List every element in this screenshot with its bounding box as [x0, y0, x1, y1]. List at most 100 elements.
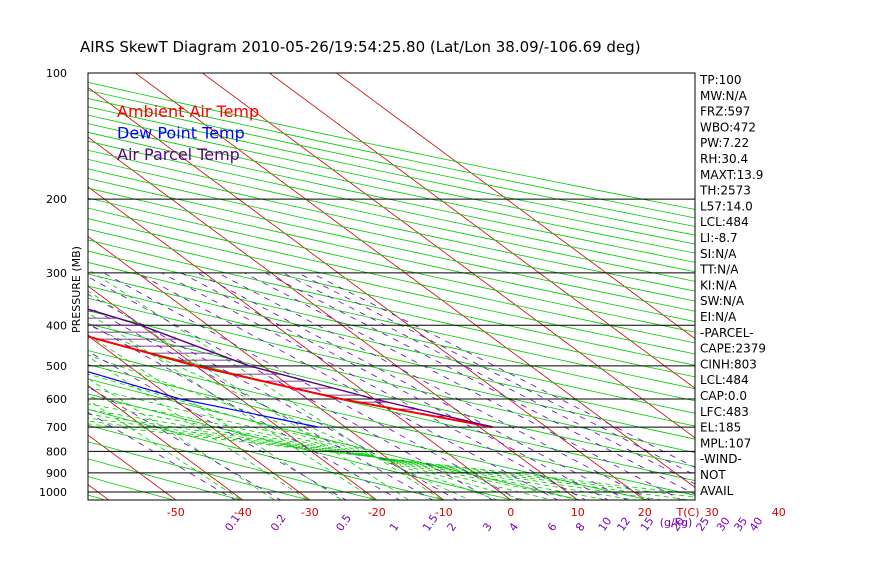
stat-item: RH:30.4: [700, 152, 748, 166]
stat-item: CINH:803: [700, 357, 757, 371]
stat-item: TH:2573: [699, 184, 751, 198]
bottom-unit-label: T(C): [676, 506, 700, 519]
dry-adiabat-line: [88, 149, 695, 282]
mixing-ratio-line: [311, 272, 695, 468]
stat-item: TP:100: [699, 73, 742, 87]
moist-adiabat-line: [88, 312, 376, 500]
isotherm-line: [201, 73, 695, 439]
y-axis-label: PRESSURE (MB): [70, 246, 83, 333]
stat-item: AVAIL: [700, 484, 734, 498]
dry-adiabat-line: [88, 197, 695, 333]
plot-frame: [87, 72, 696, 501]
mixing-ratio-line: [217, 272, 652, 500]
mixing-ratio-unit: (g/kg): [660, 516, 693, 529]
mixing-ratio-line: [161, 272, 587, 500]
isotherm-line: [88, 335, 311, 500]
isotherm-line: [88, 384, 244, 500]
stat-item: MW:N/A: [700, 89, 748, 103]
isotherm-line: [88, 285, 378, 500]
isotherm-line: [88, 186, 512, 500]
dry-adiabat-line: [88, 114, 695, 245]
bottom-tick-label: -40: [234, 506, 252, 519]
dry-adiabat-line: [88, 177, 695, 312]
dry-adiabat-line: [88, 285, 695, 427]
dry-adiabat-line: [88, 131, 695, 263]
legend-item: Air Parcel Temp: [117, 145, 240, 164]
dry-adiabat-line: [88, 476, 175, 500]
dry-adiabat-line: [88, 424, 379, 500]
isotherm-line: [268, 73, 695, 389]
mixing-ratio-label: 40: [747, 515, 766, 534]
dry-adiabat-line: [88, 297, 695, 440]
mixing-ratio-line: [282, 272, 695, 485]
pressure-tick-label: 200: [46, 193, 67, 206]
dry-adiabat-line: [88, 187, 695, 323]
pressure-tick-label: 700: [46, 421, 67, 434]
pressure-tick-label: 800: [46, 445, 67, 458]
ambient-temp-line: [88, 335, 493, 429]
stat-item: EI:N/A: [700, 310, 737, 324]
pressure-tick-label: 600: [46, 393, 67, 406]
dry-adiabat-line: [88, 123, 695, 254]
moist-adiabat-line: [88, 403, 610, 500]
stat-item: LI:-8.7: [700, 231, 738, 245]
bottom-tick-label: -50: [167, 506, 185, 519]
moist-adiabat-line: [88, 324, 471, 500]
bottom-tick-label: 20: [638, 506, 652, 519]
stat-item: NOT: [700, 468, 726, 482]
bottom-tick-label: 10: [571, 506, 585, 519]
stat-item: SW:N/A: [700, 294, 745, 308]
stat-item: TT:N/A: [699, 263, 739, 277]
pressure-tick-label: 300: [46, 267, 67, 280]
moist-adiabat-line: [88, 396, 582, 500]
moist-adiabat-line: [88, 386, 554, 500]
pressure-tick-label: 500: [46, 360, 67, 373]
moist-adiabat-line: [88, 356, 309, 500]
mixing-ratio-label: 1: [387, 521, 402, 534]
mixing-ratio-line: [88, 322, 401, 500]
bottom-tick-label: -20: [368, 506, 386, 519]
isotherm-line: [335, 73, 695, 340]
mixing-ratio-label: 10: [596, 515, 615, 534]
mixing-ratio-label: 3: [480, 521, 495, 534]
moist-adiabat-line: [88, 354, 499, 500]
chart-title: AIRS SkewT Diagram 2010-05-26/19:54:25.8…: [80, 38, 641, 56]
isotherm-line: [88, 87, 646, 500]
pressure-tick-label: 900: [46, 467, 67, 480]
stat-item: L57:14.0: [700, 199, 753, 213]
mixing-ratio-label: 8: [573, 521, 588, 534]
bottom-tick-label: 0: [507, 506, 514, 519]
mixing-ratio-line: [137, 272, 559, 500]
moist-adiabat-line: [88, 420, 695, 498]
moist-adiabat-line: [88, 413, 665, 500]
stat-item: -PARCEL-: [700, 326, 754, 340]
pressure-tick-label: 100: [46, 67, 67, 80]
mixing-ratio-line: [244, 272, 683, 500]
moist-adiabat-line: [88, 268, 443, 500]
bottom-tick-label: 40: [772, 506, 786, 519]
stat-item: SI:N/A: [700, 247, 737, 261]
dry-adiabat-line: [88, 441, 311, 500]
series-layer: [88, 308, 493, 429]
dry-adiabat-line: [88, 310, 695, 454]
moist-adiabat-line: [88, 290, 410, 500]
dry-adiabat-line: [88, 140, 695, 273]
stat-item: WBO:472: [700, 120, 756, 134]
dry-adiabat-line: [88, 408, 447, 500]
stat-item: KI:N/A: [700, 278, 737, 292]
mixing-ratio-label: 12: [614, 515, 633, 534]
bottom-tick-label: 30: [705, 506, 719, 519]
legend-item: Dew Point Temp: [117, 124, 245, 143]
dry-adiabat-line: [88, 218, 695, 355]
dry-adiabat-line: [88, 158, 695, 292]
moist-adiabat-line: [88, 399, 242, 500]
mixing-ratio-label: 0.5: [333, 512, 354, 534]
bottom-tick-label: -30: [301, 506, 319, 519]
isotherm-line: [88, 136, 579, 500]
mixing-ratio-line: [297, 272, 695, 476]
stat-item: MPL:107: [700, 436, 751, 450]
dry-adiabat-line: [88, 364, 651, 500]
dry-adiabat-line: [88, 350, 695, 496]
dry-adiabat-line: [88, 207, 695, 344]
